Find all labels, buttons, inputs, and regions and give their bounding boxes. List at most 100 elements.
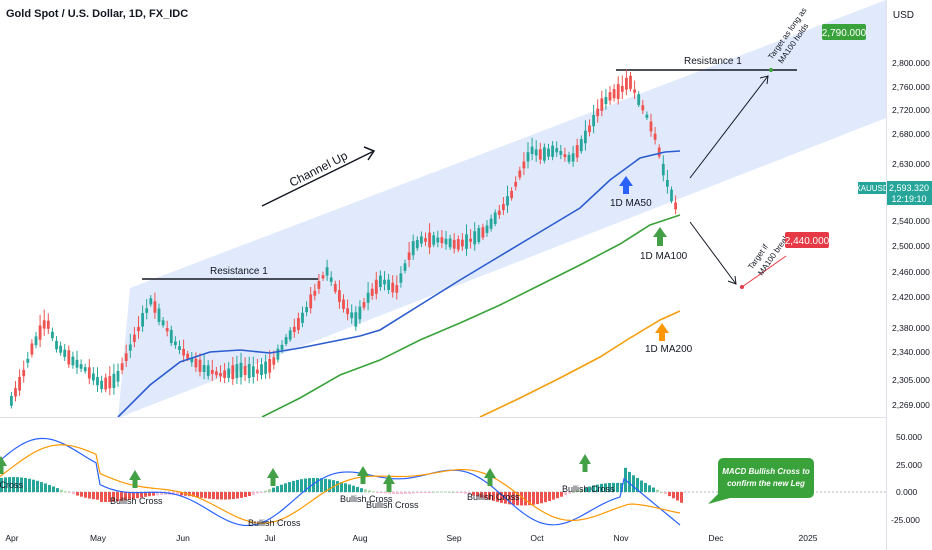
macd-histogram-bar (260, 492, 263, 493)
price-tick-label: 2,680.000 (892, 129, 930, 139)
candle-body (440, 237, 444, 244)
macd-histogram-bar (4, 477, 7, 492)
channel-arrow-head (363, 146, 376, 161)
candle-body (526, 152, 530, 162)
candle-body (620, 85, 624, 92)
bullish-cross-arrow (579, 454, 591, 472)
macd-histogram-bar (416, 492, 419, 494)
macd-histogram-bar (160, 492, 163, 495)
candle-body (325, 267, 329, 276)
macd-histogram-bar (268, 489, 271, 492)
macd-histogram-bar (372, 491, 375, 493)
bullish-cross-arrow (0, 456, 7, 474)
candle-body (477, 228, 481, 243)
macd-histogram-bar (468, 492, 471, 495)
macd-histogram-bar (80, 492, 83, 497)
macd-histogram-bar (120, 492, 123, 501)
ma50-label: 1D MA50 (610, 198, 652, 209)
candle-body (124, 353, 128, 361)
macd-histogram-bar (664, 492, 667, 495)
macd-histogram-bar (72, 492, 75, 495)
macd-histogram-bar (64, 491, 67, 493)
candle-body (59, 345, 62, 353)
macd-histogram-bar (484, 492, 487, 499)
candle-body (292, 326, 296, 333)
candle-body (227, 368, 231, 378)
candle-body (379, 275, 382, 288)
macd-histogram-bar (652, 487, 655, 492)
macd-histogram-bar (448, 491, 451, 493)
candle-body (309, 294, 313, 309)
candle-body (165, 328, 169, 332)
target-up-arrow-head (759, 75, 769, 85)
macd-tick-label: 0.000 (896, 487, 918, 497)
candle-body (567, 154, 571, 162)
candle-body (641, 105, 645, 111)
macd-histogram-bar (20, 477, 23, 492)
candle-body (174, 341, 177, 346)
bullish-cross-label: Bullish Cross (562, 484, 615, 494)
macd-histogram-bar (600, 483, 603, 492)
candle-body (42, 320, 46, 329)
ma100-line (261, 214, 681, 418)
macd-histogram-bar (148, 492, 151, 497)
candle-body (198, 359, 202, 372)
macd-histogram-bar (308, 478, 311, 492)
macd-histogram-bar (680, 492, 683, 503)
macd-histogram-bar (216, 492, 219, 500)
macd-note-line2: confirm the new Leg (727, 479, 805, 488)
macd-histogram-bar (644, 482, 647, 492)
candle-body (616, 84, 620, 99)
macd-histogram-bar (180, 492, 183, 496)
candle-body (338, 290, 341, 302)
macd-histogram-bar (212, 492, 215, 500)
macd-histogram-bar (116, 492, 119, 502)
candle-body (493, 212, 497, 225)
candle-body (354, 312, 358, 327)
candle-body (411, 241, 415, 256)
ma100-arrow (653, 227, 667, 246)
time-label: Oct (530, 533, 544, 543)
bullish-cross-arrow (484, 468, 496, 486)
macd-histogram-bar (632, 475, 635, 492)
candle-body (510, 190, 513, 199)
currency-label[interactable]: USD (892, 10, 914, 21)
macd-histogram-bar (492, 492, 495, 501)
candle-body (366, 292, 370, 303)
target-down-arrow-head (727, 275, 737, 285)
candle-body (10, 395, 13, 406)
price-tick-label: 2,800.000 (892, 58, 930, 68)
macd-histogram-bar (128, 492, 131, 500)
candle-body (391, 282, 395, 293)
macd-histogram-bar (384, 492, 387, 494)
pane-separator[interactable] (0, 417, 886, 418)
last-price-value: 2,593.320 (889, 183, 929, 193)
candle-body (247, 364, 251, 379)
macd-histogram-bar (444, 491, 447, 493)
macd-histogram-bar (84, 492, 87, 498)
macd-histogram-bar (344, 483, 347, 492)
macd-histogram-bar (456, 492, 459, 493)
macd-histogram-bar (236, 492, 239, 499)
candle-body (596, 108, 600, 117)
macd-tick-label: 25.000 (896, 460, 922, 470)
price-tick-label: 2,500.000 (892, 241, 930, 251)
macd-histogram-bar (16, 477, 19, 492)
macd-histogram-bar (192, 492, 195, 497)
macd-histogram-bar (296, 479, 299, 492)
macd-histogram-bar (336, 481, 339, 492)
candle-body (133, 334, 136, 342)
candle-body (559, 151, 563, 155)
macd-histogram-bar (592, 485, 595, 492)
macd-histogram-bar (512, 492, 515, 505)
macd-histogram-bar (164, 492, 167, 495)
channel-label: Channel Up (287, 148, 350, 189)
candle-body (169, 329, 173, 344)
candle-body (243, 366, 247, 375)
macd-histogram-bar (284, 483, 287, 492)
macd-histogram-bar (320, 478, 323, 492)
macd-histogram-bar (612, 482, 615, 492)
macd-histogram-bar (476, 492, 479, 497)
candle-body (71, 356, 75, 366)
